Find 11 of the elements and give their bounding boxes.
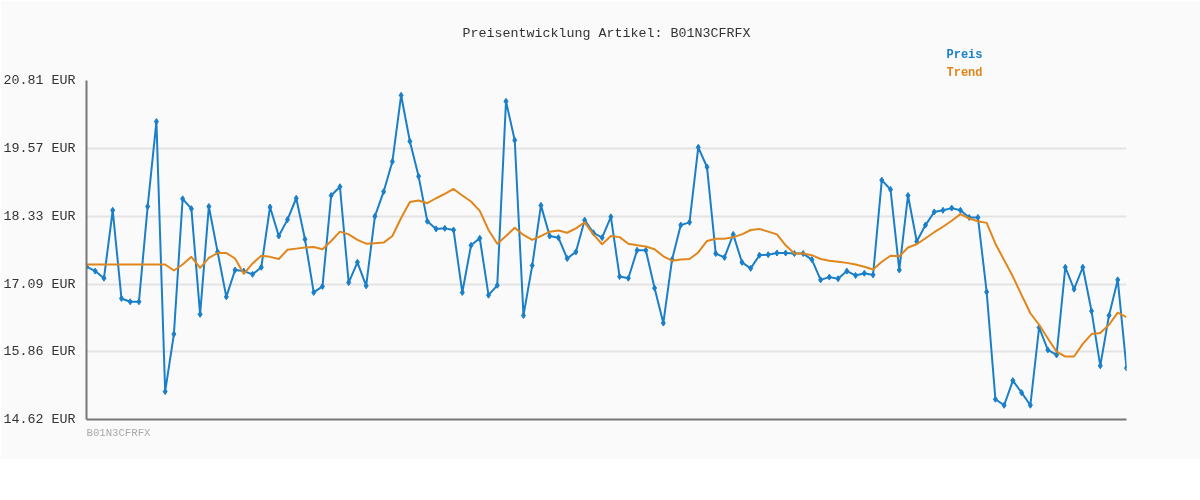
text: Trend [946, 65, 983, 80]
line-series [86, 187, 1127, 358]
y-tick-label: 20.81 EUR [3, 73, 76, 88]
chart-title: Preisentwicklung Artikel: B01N3CFRFX [462, 25, 751, 41]
y-tick-label: 19.57 EUR [3, 140, 76, 156]
y-tick-label: 14.62 EUR [3, 412, 76, 427]
text: B01N3CFRFX [86, 426, 152, 439]
y-tick-label: 18.33 EUR [3, 208, 76, 224]
y-tick-label: 15.86 EUR [3, 344, 76, 360]
text: Preis [946, 47, 983, 62]
y-tick-label: 17.09 EUR [3, 276, 76, 292]
